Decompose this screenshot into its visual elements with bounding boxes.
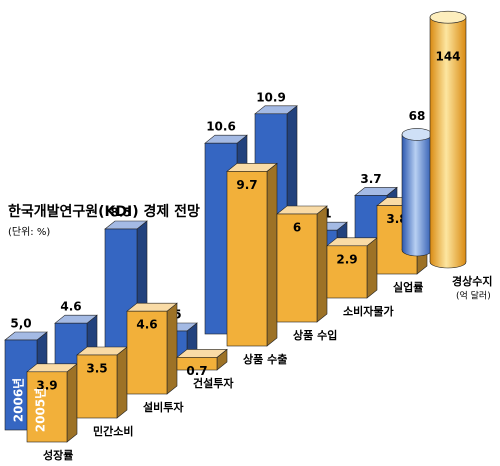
bar-side (166, 302, 178, 395)
value-label: 4.6 (60, 300, 81, 314)
bar-side (266, 162, 278, 347)
legend-label: 2006년 (12, 378, 26, 422)
x-tick-label: 건설투자 (193, 376, 234, 390)
cylinder-top (429, 10, 467, 24)
value-label: 0.7 (186, 364, 207, 378)
x-tick-label: 상품 수출 (243, 352, 287, 366)
value-label: 3.5 (86, 362, 107, 376)
value-label: 8.5 (110, 206, 131, 220)
bar-side (116, 346, 128, 419)
cylinder-top (401, 128, 433, 141)
x-tick-label: 소비자물가 (343, 304, 394, 318)
value-label: 5,0 (10, 317, 31, 331)
bar (176, 357, 218, 371)
bar-side (66, 363, 78, 443)
x-tick-label: 경상수지 (452, 274, 492, 288)
bar-side (316, 205, 328, 323)
bar (276, 213, 318, 323)
value-label: 2.9 (336, 252, 357, 266)
bar (326, 245, 368, 299)
value-label: 6 (293, 221, 301, 235)
chart-subtitle: (단위: %) (8, 225, 50, 238)
bar (76, 354, 118, 419)
x-tick-label: 실업률 (393, 280, 423, 294)
value-label: 3.9 (36, 378, 57, 392)
value-label: 10.9 (256, 90, 286, 104)
value-label: 10.6 (206, 120, 236, 134)
value-label: 3.7 (360, 172, 381, 186)
chart-title: 한국개발연구원(KDI) 경제 전망 (8, 203, 200, 220)
bar (26, 371, 68, 443)
value-label: 4.6 (136, 318, 157, 332)
bar (430, 17, 466, 263)
bar (402, 134, 432, 250)
value-label: 68 (409, 109, 426, 123)
bar (126, 310, 168, 395)
value-label: 144 (435, 50, 460, 64)
x-tick-label: 민간소비 (93, 424, 133, 438)
x-tick-label: 설비투자 (143, 400, 184, 414)
x-tick-label: 상품 수입 (293, 328, 337, 342)
legend-label: 2005년 (34, 388, 48, 432)
value-label: 9.7 (236, 178, 257, 192)
bar (226, 171, 268, 347)
x-tick-label: 성장률 (43, 448, 73, 462)
bar-side (366, 237, 378, 299)
unit-note: (억 달러) (456, 290, 491, 302)
